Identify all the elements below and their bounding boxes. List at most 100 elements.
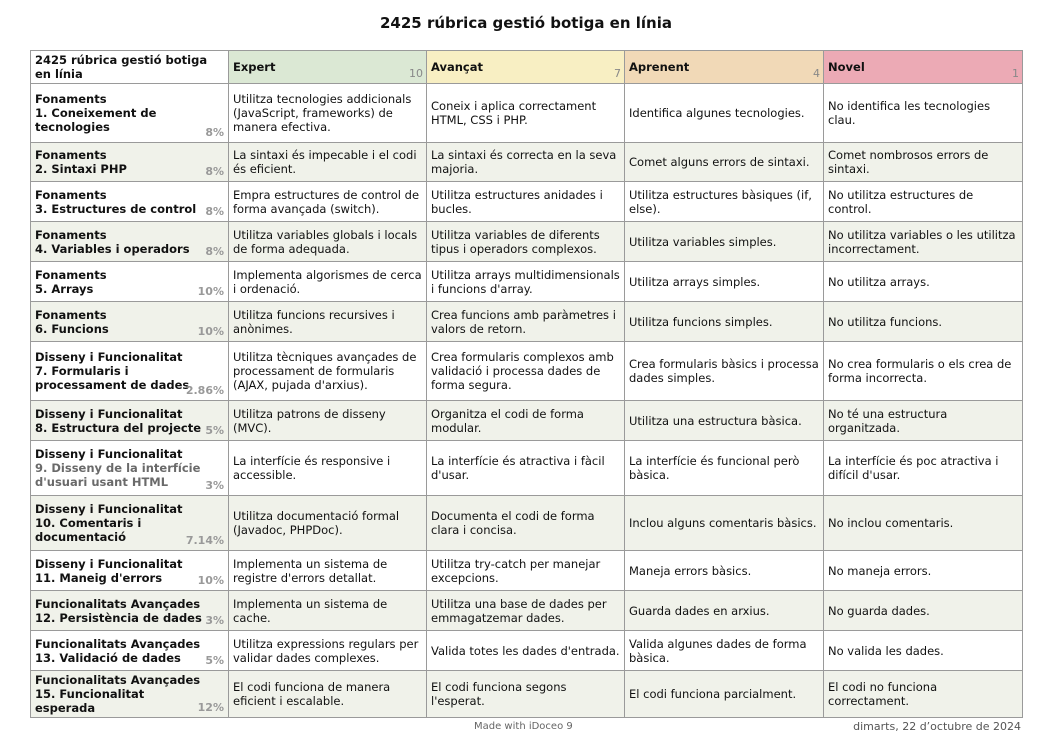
criterion-cell: Fonaments 2. Sintaxi PHP 8%	[30, 142, 229, 182]
criterion-row: Funcionalitats Avançades 15. Funcionalita…	[30, 670, 1023, 718]
criterion-weight: 3%	[205, 479, 224, 492]
descriptor-cell: El codi funciona segons l'esperat.	[426, 670, 625, 718]
descriptor-cell: Utilitza patrons de disseny (MVC).	[228, 400, 427, 441]
header-row: 2425 rúbrica gestió botiga en línia Expe…	[30, 50, 1023, 84]
criterion-weight: 2.86%	[185, 384, 224, 397]
criterion-row: Fonaments 5. Arrays 10% Implementa algorism…	[30, 261, 1023, 302]
criterion-row: Fonaments 4. Variables i operadors 8% Utili…	[30, 221, 1023, 262]
criterion-row: Fonaments 3. Estructures de control 8% Empr…	[30, 181, 1023, 222]
criterion-weight: 12%	[197, 701, 224, 714]
criterion-category: Disseny i Funcionalitat	[35, 350, 183, 364]
criterion-cell: Fonaments 4. Variables i operadors 8%	[30, 221, 229, 262]
descriptor-cell: No utilitza variables o les utilitza inc…	[823, 221, 1023, 262]
descriptor-cell: La sintaxi és impecable i el codi és efi…	[228, 142, 427, 182]
criterion-cell: Disseny i Funcionalitat 9. Disseny de la …	[30, 440, 229, 496]
rubric-body: Fonaments 1. Coneixement de tecnologies 8%…	[30, 83, 1023, 718]
descriptor-cell: La interfície és atractiva i fàcil d'usa…	[426, 440, 625, 496]
criterion-name: 8. Estructura del projecte	[35, 420, 202, 435]
criterion-weight: 8%	[205, 165, 224, 178]
criterion-category: Disseny i Funcionalitat	[35, 447, 183, 461]
criterion-weight: 8%	[205, 205, 224, 218]
criterion-weight: 10%	[197, 574, 224, 587]
criterion-cell: Funcionalitats Avançades 15. Funcionalita…	[30, 670, 229, 718]
descriptor-cell: Valida algunes dades de forma bàsica.	[624, 630, 824, 671]
descriptor-cell: Maneja errors bàsics.	[624, 550, 824, 591]
criterion-row: Disseny i Funcionalitat 10. Comentaris i …	[30, 495, 1023, 551]
descriptor-cell: No identifica les tecnologies clau.	[823, 83, 1023, 143]
criterion-weight: 8%	[205, 245, 224, 258]
descriptor-cell: El codi funciona de manera eficient i es…	[228, 670, 427, 718]
descriptor-cell: No guarda dades.	[823, 590, 1023, 631]
level-name: Aprenent	[629, 60, 690, 74]
descriptor-cell: La interfície és funcional però bàsica.	[624, 440, 824, 496]
page-title: 2425 rúbrica gestió botiga en línia	[380, 14, 672, 32]
level-name: Avançat	[431, 60, 484, 74]
criterion-row: Fonaments 1. Coneixement de tecnologies 8%…	[30, 83, 1023, 143]
criterion-weight: 3%	[205, 614, 224, 627]
criterion-name: 11. Maneig d'errors	[35, 570, 163, 585]
descriptor-cell: Utilitza arrays multidimensionals i func…	[426, 261, 625, 302]
descriptor-cell: Valida totes les dades d'entrada.	[426, 630, 625, 671]
descriptor-cell: No valida les dades.	[823, 630, 1023, 671]
descriptor-cell: Utilitza tecnologies addicionals (JavaSc…	[228, 83, 427, 143]
descriptor-cell: Utilitza arrays simples.	[624, 261, 824, 302]
level-name: Novel	[828, 60, 865, 74]
criterion-category: Disseny i Funcionalitat	[35, 556, 183, 571]
criterion-cell: Fonaments 6. Funcions 10%	[30, 301, 229, 342]
criterion-weight: 5%	[205, 654, 224, 667]
descriptor-cell: No utilitza arrays.	[823, 261, 1023, 302]
criterion-name: 5. Arrays	[35, 281, 94, 296]
criterion-category: Funcionalitats Avançades	[35, 673, 201, 687]
descriptor-cell: Utilitza documentació formal (Javadoc, P…	[228, 495, 427, 551]
corner-label: 2425 rúbrica gestió botiga en línia	[30, 50, 229, 84]
descriptor-cell: Organitza el codi de forma modular.	[426, 400, 625, 441]
criterion-category: Funcionalitats Avançades	[35, 596, 201, 611]
made-with-label: Made with iDoceo 9	[474, 721, 573, 732]
criterion-category: Funcionalitats Avançades	[35, 636, 201, 651]
descriptor-cell: Utilitza estructures bàsiques (if, else)…	[624, 181, 824, 222]
criterion-category: Fonaments	[35, 148, 107, 162]
criterion-cell: Fonaments 3. Estructures de control 8%	[30, 181, 229, 222]
level-points: 10	[409, 67, 423, 80]
descriptor-cell: Utilitza try-catch per manejar excepcion…	[426, 550, 625, 591]
criterion-cell: Fonaments 1. Coneixement de tecnologies 8%	[30, 83, 229, 143]
level-header-aprenent: Aprenent 4	[624, 50, 824, 84]
footer-date: dimarts, 22 d’octubre de 2024	[853, 720, 1021, 733]
descriptor-cell: El codi funciona parcialment.	[624, 670, 824, 718]
rubric-table: 2425 rúbrica gestió botiga en línia Expe…	[30, 50, 1023, 718]
criterion-name: 1. Coneixement de tecnologies	[35, 106, 157, 134]
criterion-category: Fonaments	[35, 307, 107, 322]
criterion-category: Fonaments	[35, 187, 107, 202]
level-name: Expert	[233, 60, 276, 74]
criterion-row: Funcionalitats Avançades 13. Validació de…	[30, 630, 1023, 671]
criterion-row: Disseny i Funcionalitat 11. Maneig d'erro…	[30, 550, 1023, 591]
descriptor-cell: Utilitza estructures anidades i bucles.	[426, 181, 625, 222]
level-points: 7	[614, 67, 621, 80]
level-header-avancat: Avançat 7	[426, 50, 625, 84]
criterion-cell: Disseny i Funcionalitat 11. Maneig d'erro…	[30, 550, 229, 591]
descriptor-cell: Crea formularis bàsics i processa dades …	[624, 341, 824, 401]
descriptor-cell: Utilitza una base de dades per emmagatze…	[426, 590, 625, 631]
descriptor-cell: Implementa un sistema de registre d'erro…	[228, 550, 427, 591]
criterion-weight: 10%	[197, 325, 224, 338]
criterion-cell: Fonaments 5. Arrays 10%	[30, 261, 229, 302]
criterion-name: 9. Disseny de la interfície d'usuari usa…	[35, 461, 201, 489]
descriptor-cell: Implementa algorismes de cerca i ordenac…	[228, 261, 427, 302]
descriptor-cell: No crea formularis o els crea de forma i…	[823, 341, 1023, 401]
descriptor-cell: Utilitza una estructura bàsica.	[624, 400, 824, 441]
descriptor-cell: No maneja errors.	[823, 550, 1023, 591]
criterion-row: Disseny i Funcionalitat 7. Formularis i p…	[30, 341, 1023, 401]
descriptor-cell: Empra estructures de control de forma av…	[228, 181, 427, 222]
level-header-novel: Novel 1	[823, 50, 1023, 84]
descriptor-cell: La sintaxi és correcta en la seva majori…	[426, 142, 625, 182]
descriptor-cell: Utilitza variables globals i locals de f…	[228, 221, 427, 262]
criterion-row: Disseny i Funcionalitat 9. Disseny de la …	[30, 440, 1023, 496]
descriptor-cell: No inclou comentaris.	[823, 495, 1023, 551]
descriptor-cell: Identifica algunes tecnologies.	[624, 83, 824, 143]
criterion-row: Fonaments 6. Funcions 10% Utilitza funcions…	[30, 301, 1023, 342]
criterion-weight: 10%	[197, 285, 224, 298]
criterion-row: Fonaments 2. Sintaxi PHP 8% La sintaxi és i…	[30, 142, 1023, 182]
level-header-expert: Expert 10	[228, 50, 427, 84]
criterion-category: Fonaments	[35, 227, 107, 242]
descriptor-cell: Comet nombrosos errors de sintaxi.	[823, 142, 1023, 182]
